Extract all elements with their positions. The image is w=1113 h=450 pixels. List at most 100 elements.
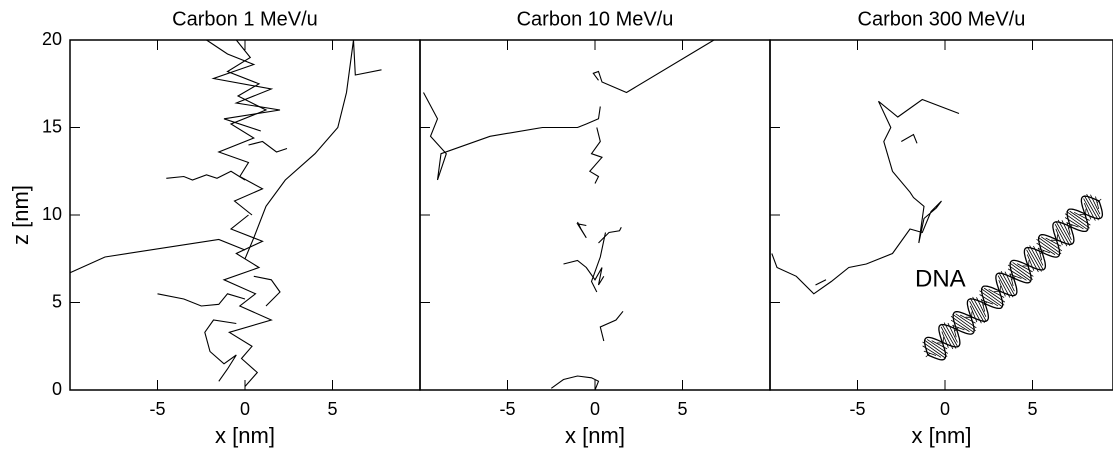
- dna-hatch: [1057, 219, 1072, 244]
- track: [69, 238, 246, 274]
- dna-hatch: [941, 323, 957, 349]
- dna-hatch: [1083, 202, 1092, 220]
- dna-hatch: [1090, 194, 1101, 215]
- dna-hatch: [1036, 238, 1060, 256]
- dna-hatch: [926, 339, 949, 354]
- dna-hatch: [969, 305, 978, 323]
- track: [217, 39, 268, 216]
- dna-hatch: [952, 313, 976, 332]
- dna-hatch: [1037, 248, 1051, 254]
- dna-hatch: [942, 337, 944, 346]
- dna-hatch: [950, 315, 974, 333]
- dna-hatch: [1083, 198, 1096, 221]
- track: [576, 221, 587, 239]
- dna-hatch: [998, 272, 1014, 298]
- track: [423, 92, 601, 181]
- dna-hatch: [955, 313, 977, 329]
- dna-hatch: [1055, 228, 1063, 246]
- dna-hatch: [1033, 245, 1044, 266]
- dna-hatch: [923, 339, 948, 357]
- dna-hatch: [983, 287, 1006, 303]
- dna-hatch: [1007, 268, 1027, 281]
- track: [901, 133, 918, 144]
- track: [244, 39, 382, 260]
- dna-hatch: [1073, 211, 1090, 221]
- dna-hatch: [1029, 245, 1044, 270]
- dna-hatch: [971, 311, 973, 320]
- dna-hatch: [950, 319, 970, 332]
- dna-hatch: [979, 290, 1003, 307]
- dna-hatch: [1085, 208, 1087, 218]
- x-tick-label: -5: [499, 399, 515, 419]
- x-tick-label: 5: [1027, 399, 1037, 419]
- dna-hatch: [976, 297, 987, 318]
- y-tick-label: 20: [42, 29, 62, 49]
- dna-hatch: [1045, 237, 1062, 247]
- track: [563, 259, 605, 286]
- track: [588, 127, 603, 184]
- dna-hatch: [979, 294, 999, 307]
- dna-hatch: [969, 297, 985, 324]
- dna-hatch: [1009, 273, 1022, 279]
- track: [815, 279, 827, 286]
- x-tick-label: -5: [149, 399, 165, 419]
- x-tick-label: 5: [677, 399, 687, 419]
- panel-title: Carbon 10 MeV/u: [517, 8, 674, 30]
- dna-hatch: [954, 327, 959, 332]
- dna-hatch: [1096, 198, 1102, 204]
- track: [550, 375, 600, 391]
- track: [166, 170, 246, 181]
- dna-hatch: [1040, 236, 1063, 252]
- dna-hatch: [1066, 211, 1090, 229]
- dna-hatch: [1086, 194, 1101, 219]
- x-axis-label: x [nm]: [215, 423, 275, 448]
- dna-hatch: [1012, 262, 1034, 277]
- dna-hatch: [982, 301, 988, 306]
- track: [248, 140, 288, 153]
- dna-hatch: [947, 322, 958, 343]
- dna-hatch: [1011, 275, 1016, 281]
- dna-hatch: [988, 288, 1005, 298]
- x-tick-label: 5: [327, 399, 337, 419]
- dna-hatch: [931, 340, 948, 350]
- plot-frame: [769, 39, 1113, 391]
- y-tick-label: 10: [42, 204, 62, 224]
- y-tick-label: 15: [42, 116, 62, 136]
- dna-hatch: [922, 345, 942, 358]
- dna-hatch: [952, 325, 965, 331]
- dna-hatch: [923, 350, 937, 356]
- track: [206, 39, 281, 132]
- dna-hatch: [1036, 242, 1056, 255]
- x-tick-label: 0: [590, 399, 600, 419]
- dna-hatch: [997, 275, 1011, 298]
- dna-hatch: [1064, 217, 1084, 230]
- dna-hatch: [998, 279, 1006, 297]
- dna-hatch: [1064, 213, 1088, 230]
- track: [253, 275, 281, 307]
- x-tick-label: -5: [849, 399, 865, 419]
- x-axis-label: x [nm]: [912, 423, 972, 448]
- track: [222, 214, 273, 387]
- dna-hatch: [1068, 224, 1073, 229]
- dna-hatch: [1026, 254, 1035, 271]
- dna-hatch: [972, 296, 987, 321]
- dna-hatch: [1066, 222, 1079, 228]
- dna-hatch: [1000, 271, 1015, 296]
- dna-hatch: [969, 301, 982, 324]
- dna-hatch: [943, 322, 958, 347]
- y-axis-label: z [nm]: [8, 185, 33, 245]
- dna-hatch: [1061, 220, 1072, 241]
- annotation: DNA: [915, 265, 966, 292]
- dna-hatch: [1007, 264, 1031, 282]
- dna-hatch: [1054, 224, 1068, 247]
- dna-hatch: [1069, 210, 1091, 226]
- x-axis-label: x [nm]: [565, 423, 625, 448]
- dna-hatch: [922, 341, 946, 359]
- x-tick-label: 0: [940, 399, 950, 419]
- dna-hatch: [1004, 271, 1015, 292]
- dna-hatch: [1037, 236, 1062, 255]
- dna-hatch: [1009, 262, 1033, 280]
- plot-frame: [419, 39, 771, 391]
- dna-hatch: [1028, 260, 1030, 269]
- dna-hatch: [959, 314, 976, 324]
